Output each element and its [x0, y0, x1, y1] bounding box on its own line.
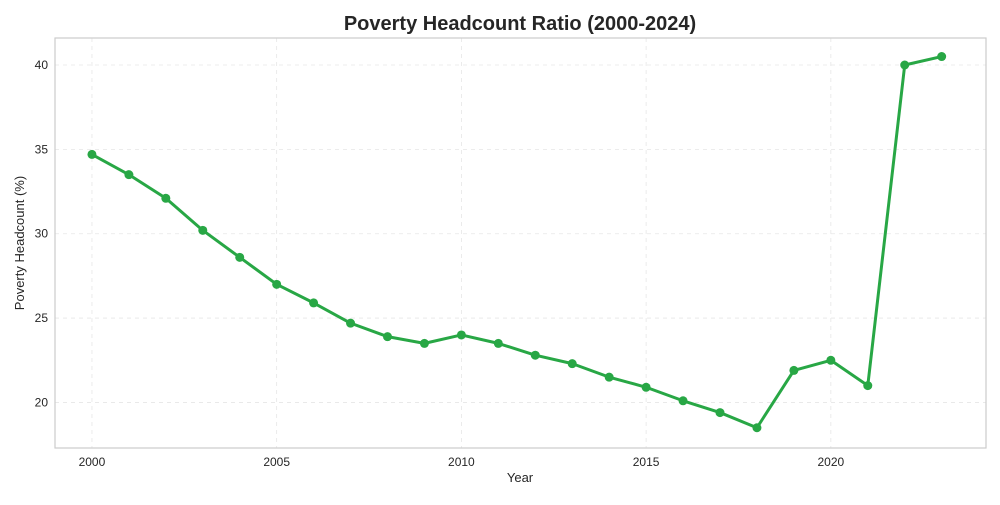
data-point: [530, 350, 540, 360]
x-tick-label: 2010: [448, 455, 475, 469]
data-point: [678, 396, 688, 406]
data-point: [715, 408, 725, 418]
data-point: [641, 382, 651, 392]
y-tick-label: 30: [35, 227, 49, 241]
data-point: [124, 170, 134, 180]
data-point: [493, 338, 503, 348]
data-point: [198, 225, 208, 235]
data-point: [161, 193, 171, 203]
data-point: [87, 149, 97, 159]
series-layer: [87, 52, 947, 433]
x-tick-label: 2005: [263, 455, 290, 469]
y-axis-ticks: 20 25 30 35 40: [35, 58, 49, 409]
data-point: [456, 330, 466, 340]
data-point: [937, 52, 947, 62]
data-point: [752, 423, 762, 433]
data-point: [419, 338, 429, 348]
data-point: [789, 365, 799, 375]
series-line: [90, 55, 944, 430]
x-axis-label: Year: [507, 470, 534, 485]
chart-title: Poverty Headcount Ratio (2000-2024): [344, 13, 696, 35]
plot-area-frame: [54, 37, 987, 449]
x-tick-label: 2015: [633, 455, 660, 469]
data-point: [826, 355, 836, 365]
data-point: [235, 252, 245, 262]
data-point: [900, 60, 910, 70]
y-tick-label: 35: [35, 142, 49, 156]
y-tick-label: 20: [35, 395, 49, 409]
x-tick-label: 2000: [79, 455, 106, 469]
data-point: [309, 298, 319, 308]
data-point: [863, 381, 873, 391]
x-tick-label: 2020: [817, 455, 844, 469]
data-point: [383, 332, 392, 342]
data-point: [604, 372, 614, 382]
data-point: [346, 318, 356, 328]
y-tick-label: 25: [35, 311, 49, 325]
x-axis-ticks: 2000 2005 2010 2015 2020: [79, 455, 845, 469]
y-tick-label: 40: [35, 58, 49, 72]
grid: [55, 38, 986, 448]
y-axis-label: Poverty Headcount (%): [12, 176, 27, 310]
data-point: [567, 359, 577, 369]
data-point: [272, 279, 282, 289]
